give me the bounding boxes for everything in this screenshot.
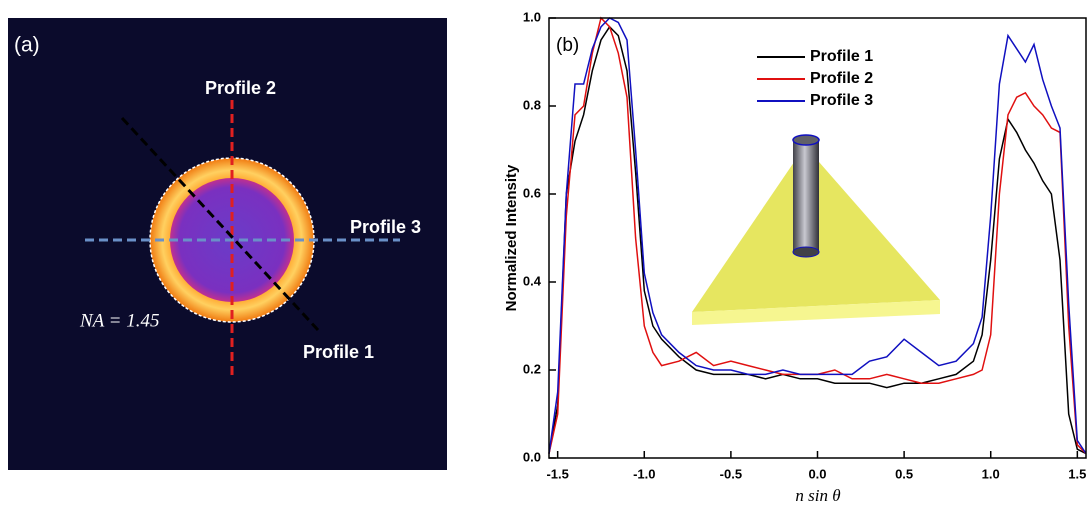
x-tick-label: -1.5 — [546, 466, 568, 481]
inset-fiber-top — [792, 134, 820, 146]
x-tick-label: 1.0 — [982, 466, 1000, 481]
series-line — [548, 17, 1087, 455]
legend-label: Profile 1 — [810, 48, 873, 65]
series-line — [548, 25, 1087, 455]
panel-label: (b) — [556, 35, 579, 56]
profile-1-line — [120, 116, 320, 332]
inset-fiber — [793, 140, 819, 252]
x-tick-label: -1.0 — [633, 466, 655, 481]
x-tick-label: -0.5 — [720, 466, 742, 481]
x-tick-label: 1.5 — [1068, 466, 1086, 481]
y-tick-label: 0.0 — [523, 449, 541, 464]
na-label: NA = 1.45 — [79, 310, 160, 331]
y-tick-label: 0.6 — [523, 185, 541, 200]
legend-label: Profile 3 — [810, 92, 873, 109]
x-axis-label: n sin θ — [795, 486, 840, 505]
profile-label: Profile 3 — [350, 217, 421, 237]
x-tick-label: 0.5 — [895, 466, 913, 481]
inset-fiber-end — [792, 246, 820, 258]
y-tick-label: 1.0 — [523, 9, 541, 24]
y-tick-label: 0.2 — [523, 361, 541, 376]
panel-label: (a) — [14, 34, 40, 57]
profile-label: Profile 2 — [205, 78, 276, 98]
plot — [548, 16, 1087, 455]
profile-label: Profile 1 — [303, 342, 374, 362]
inset-slab-side — [692, 300, 940, 325]
x-tick-label: 0.0 — [808, 466, 826, 481]
legend-label: Profile 2 — [810, 70, 873, 87]
y-tick-label: 0.4 — [523, 273, 542, 288]
y-axis-label: Normalized Intensity — [503, 164, 520, 311]
y-tick-label: 0.8 — [523, 97, 541, 112]
